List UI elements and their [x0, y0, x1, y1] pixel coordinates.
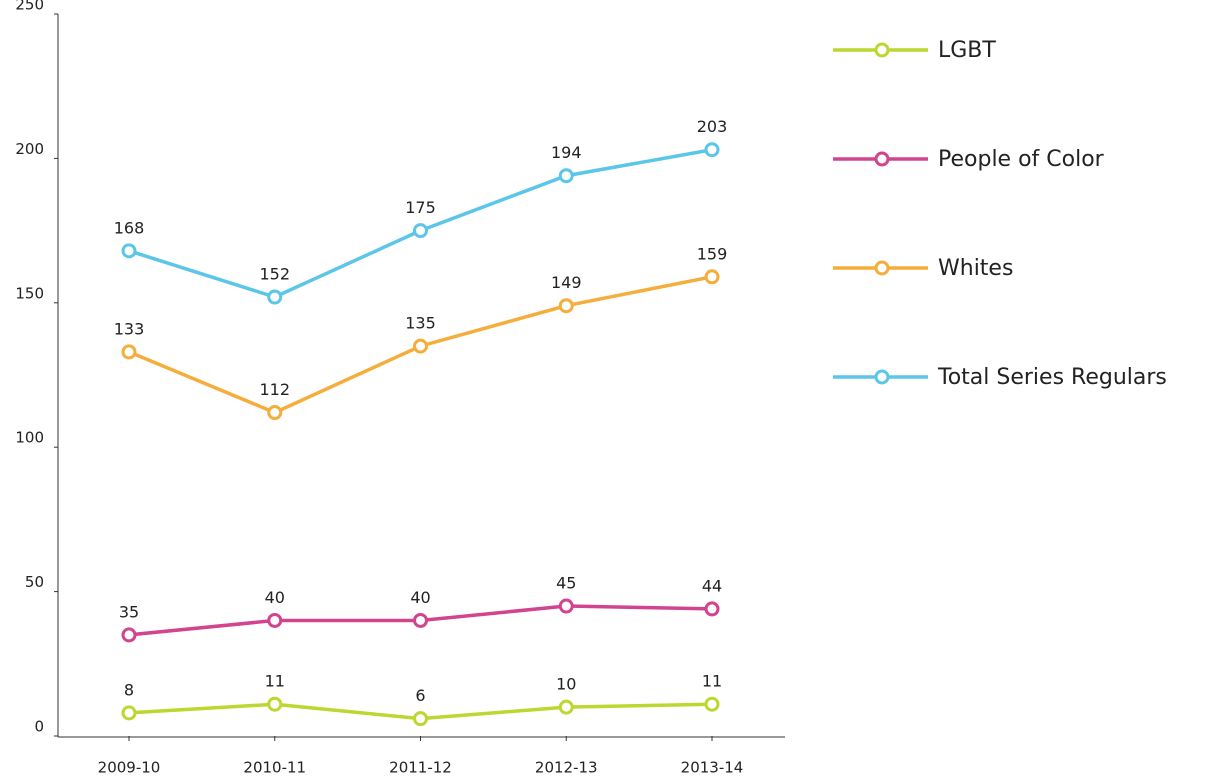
data-label: 11 [265, 672, 285, 691]
x-tick-label: 2012-13 [535, 759, 598, 777]
point [704, 601, 720, 617]
x-tick-label: 2009-10 [98, 759, 161, 777]
data-label: 112 [259, 380, 290, 399]
legend-marker [874, 260, 890, 276]
data-label: 194 [551, 143, 582, 162]
y-tick-label: 0 [34, 718, 44, 736]
point [558, 598, 574, 614]
data-label: 10 [556, 675, 576, 694]
y-tick-label: 200 [15, 140, 44, 158]
data-label: 152 [259, 265, 290, 284]
x-tick-label: 2010-11 [243, 759, 306, 777]
data-label: 11 [702, 672, 722, 691]
x-tick-label: 2011-12 [389, 759, 452, 777]
point [121, 705, 137, 721]
data-label: 44 [702, 576, 722, 595]
point [267, 289, 283, 305]
point [121, 627, 137, 643]
data-label: 40 [265, 588, 285, 607]
point [121, 344, 137, 360]
data-label: 149 [551, 273, 582, 292]
legend-marker [874, 369, 890, 385]
data-label: 6 [415, 686, 425, 705]
legend-marker [874, 151, 890, 167]
legend-marker [874, 42, 890, 58]
point [267, 696, 283, 712]
data-label: 168 [114, 218, 145, 237]
data-label: 135 [405, 314, 436, 333]
point [704, 269, 720, 285]
point [413, 612, 428, 628]
legend-label: Total Series Regulars [937, 365, 1167, 390]
legend-label: People of Color [938, 147, 1105, 172]
point [704, 142, 720, 158]
point [267, 405, 283, 421]
data-label: 203 [697, 117, 728, 136]
data-label: 133 [114, 319, 145, 338]
data-label: 159 [697, 244, 728, 263]
y-tick-label: 150 [15, 284, 44, 302]
legend-label: Whites [938, 256, 1013, 281]
data-label: 40 [410, 588, 430, 607]
data-label: 45 [556, 574, 576, 593]
data-label: 8 [124, 680, 134, 699]
point [558, 699, 574, 715]
data-label: 35 [119, 602, 139, 621]
y-tick-label: 50 [25, 573, 44, 591]
point [121, 243, 137, 259]
point [413, 711, 428, 727]
point [413, 223, 428, 239]
point [704, 696, 720, 712]
x-tick-label: 2013-14 [681, 759, 744, 777]
point [413, 338, 428, 354]
data-label: 175 [405, 198, 436, 217]
y-tick-label: 250 [15, 0, 44, 14]
legend-label: LGBT [938, 38, 996, 63]
point [267, 612, 283, 628]
point [558, 168, 574, 184]
y-tick-label: 100 [15, 429, 44, 447]
point [558, 298, 574, 314]
